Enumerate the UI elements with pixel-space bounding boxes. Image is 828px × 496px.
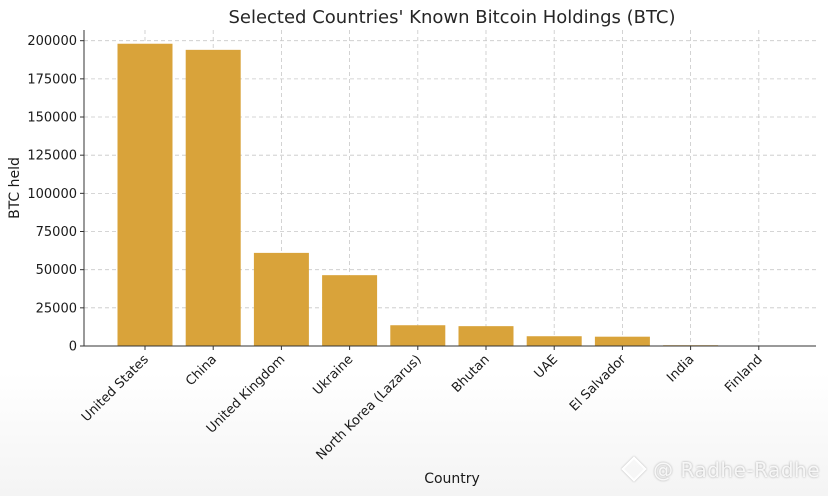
y-tick-label: 100000 (27, 187, 77, 202)
bar-united-kingdom (253, 252, 309, 346)
x-tick-label: UAE (532, 352, 561, 381)
y-tick-label: 175000 (27, 72, 77, 87)
bar-china (185, 49, 241, 347)
x-tick-label: El Salvador (567, 352, 630, 415)
axes-layer (80, 30, 816, 350)
y-tick-label: 0 (69, 340, 77, 355)
bar-el-salvador (594, 336, 650, 346)
y-tick-label: 200000 (27, 34, 77, 49)
x-tick-label: Bhutan (449, 352, 493, 396)
y-tick-labels: 0 25000 50000 75000 100000 125000 150000 175000… (27, 34, 77, 354)
x-tick-label: Ukraine (310, 352, 356, 398)
bar-united-states (117, 43, 173, 346)
y-tick-label: 25000 (36, 301, 77, 316)
y-tick-label: 150000 (27, 111, 77, 126)
bars-layer (117, 43, 787, 347)
x-axis-title: Country (424, 471, 480, 487)
bar-bhutan (458, 326, 514, 346)
chart-title: Selected Countries' Known Bitcoin Holdin… (228, 7, 675, 28)
bar-uae (526, 336, 582, 346)
x-tick-label: India (664, 352, 697, 385)
x-tick-label: Finland (722, 352, 765, 395)
x-tick-label: China (183, 352, 220, 389)
watermark: @ Radhe-Radhe (621, 456, 820, 482)
y-tick-label: 50000 (36, 263, 77, 278)
diamond-logo-icon (621, 456, 647, 482)
x-tick-label: United States (79, 352, 152, 425)
bar-ukraine (322, 275, 378, 346)
bar-north-korea-lazarus (390, 325, 446, 346)
y-axis-title: BTC held (7, 157, 23, 219)
y-tick-label: 75000 (36, 225, 77, 240)
y-tick-label: 125000 (27, 149, 77, 164)
watermark-text: @ Radhe-Radhe (653, 458, 820, 482)
